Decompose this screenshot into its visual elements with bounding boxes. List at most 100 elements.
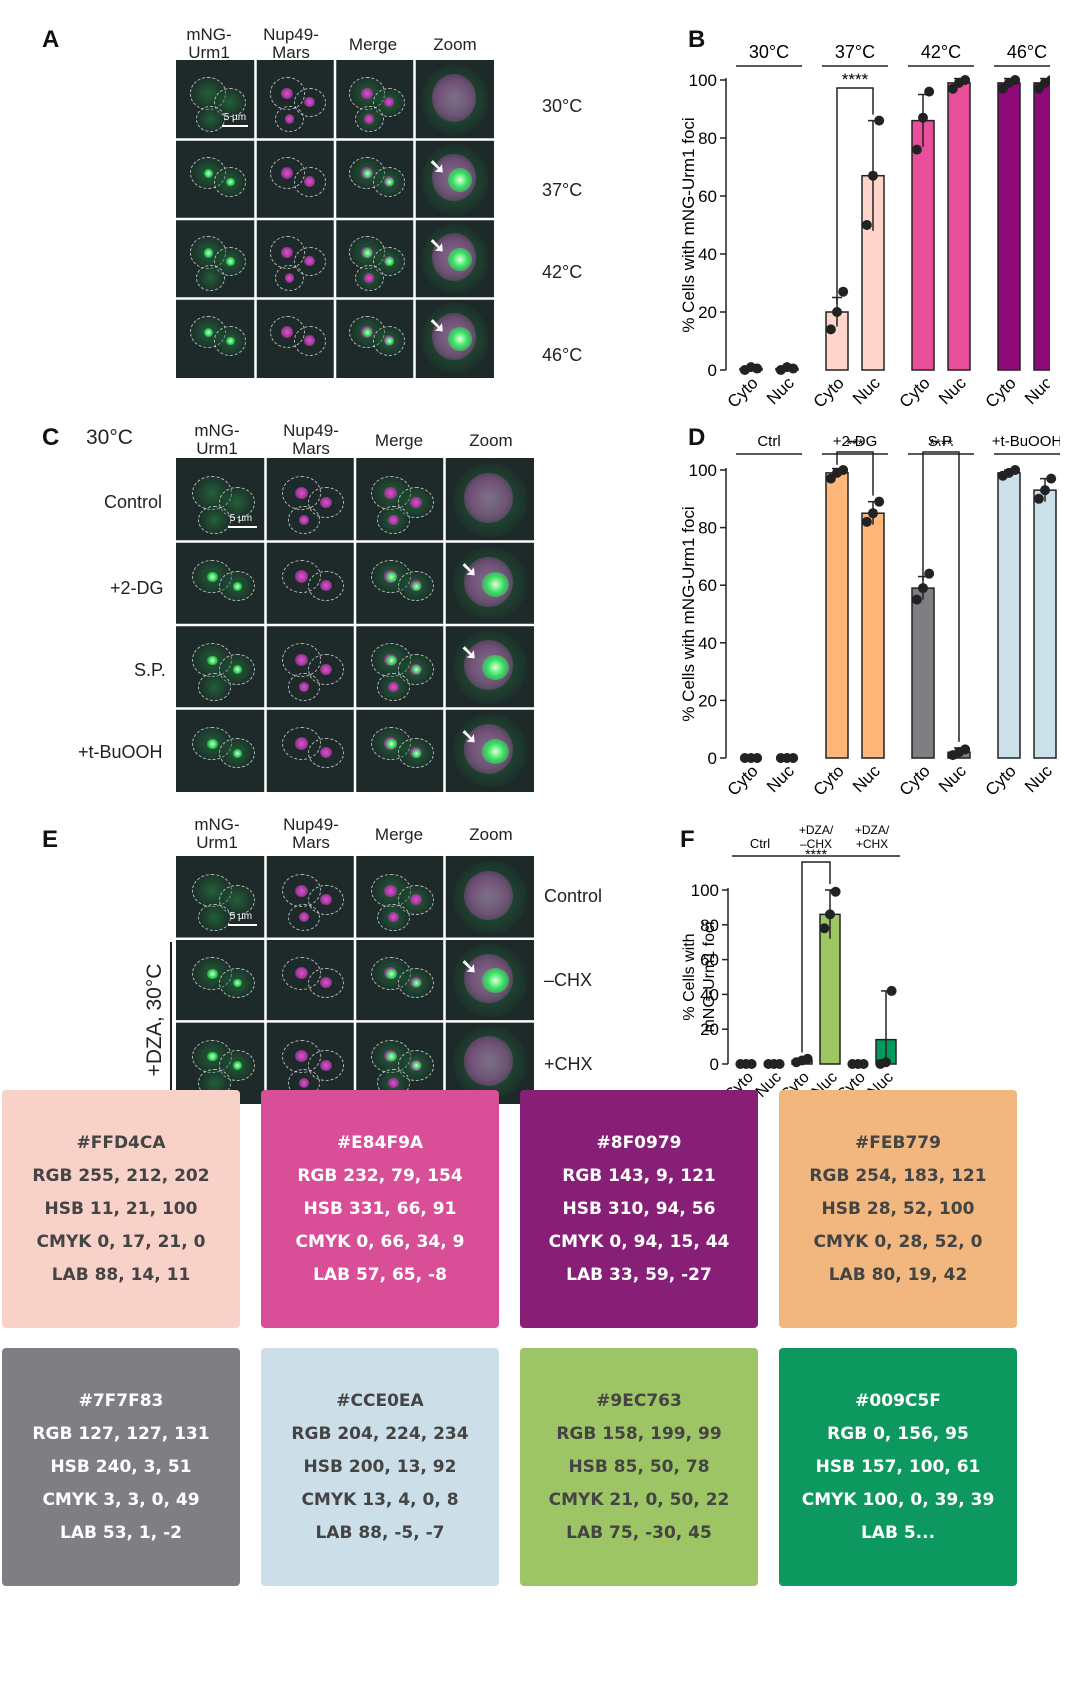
swatch-cmyk: CMYK 21, 0, 50, 22 xyxy=(548,1489,730,1510)
swatch-rgb: RGB 232, 79, 154 xyxy=(297,1165,463,1186)
foci-signal xyxy=(385,177,394,187)
swatch-lab: LAB 88, -5, -7 xyxy=(315,1522,445,1543)
data-point xyxy=(788,363,799,374)
y-tick-label: 0 xyxy=(710,1055,719,1074)
data-point xyxy=(1046,75,1050,85)
data-point xyxy=(802,1053,813,1064)
panel-b-chart: 0 20 40 60 80 100 % Cells with mNG-Urm1 foci 30… xyxy=(680,42,1050,406)
row-label-2dg: +2-DG xyxy=(110,578,164,598)
nucleus-signal xyxy=(409,894,422,906)
row-label-control: Control xyxy=(104,492,163,512)
data-point xyxy=(911,594,922,605)
color-swatch: #CCE0EA RGB 204, 224, 234 HSB 200, 13, 92 C… xyxy=(261,1348,499,1586)
nucleus-signal xyxy=(281,246,294,259)
data-point xyxy=(911,144,922,155)
arrow-icon: ➘ xyxy=(460,725,478,748)
nucleus-signal xyxy=(281,167,294,179)
nucleus-signal xyxy=(304,255,315,267)
swatch-hex: #9EC763 xyxy=(596,1390,682,1411)
category-label: Cyto xyxy=(982,373,1020,406)
data-point xyxy=(918,583,928,594)
foci-signal xyxy=(203,168,213,179)
swatch-rgb: RGB 255, 212, 202 xyxy=(32,1165,210,1186)
bar xyxy=(911,587,935,759)
bar xyxy=(947,82,971,371)
nucleus-signal xyxy=(364,273,374,283)
foci-signal xyxy=(385,336,394,346)
category-label: Cyto xyxy=(896,761,934,799)
foci-signal xyxy=(411,978,422,988)
y-tick-label: 100 xyxy=(689,461,717,480)
cell-outline xyxy=(275,106,305,133)
scale-bar xyxy=(227,526,257,529)
swatch-hsb: HSB 331, 66, 91 xyxy=(303,1198,457,1219)
swatch-cmyk: CMYK 3, 3, 0, 49 xyxy=(42,1489,200,1510)
color-swatch: #FEB779 RGB 254, 183, 121 HSB 28, 52, 100 C… xyxy=(779,1090,1017,1328)
significance-bracket xyxy=(922,451,960,742)
data-point xyxy=(752,753,763,763)
significance-label: **** xyxy=(842,70,869,89)
foci-signal xyxy=(203,248,213,258)
cell-outline xyxy=(287,506,321,534)
y-tick-label: 80 xyxy=(698,519,717,538)
swatch-rgb: RGB 204, 224, 234 xyxy=(291,1423,469,1444)
nucleus-signal xyxy=(320,1059,333,1071)
foci-signal xyxy=(203,327,213,338)
swatch-lab: LAB 75, -30, 45 xyxy=(566,1522,712,1543)
foci-signal xyxy=(232,748,243,758)
row-label-46c: 46°C xyxy=(542,345,583,365)
cell-outline xyxy=(293,246,326,276)
category-label: Cyto xyxy=(724,761,762,799)
nucleus-signal xyxy=(388,1077,399,1088)
col-header-mng: mNG- Urm1 xyxy=(194,421,240,458)
y-tick-label: 80 xyxy=(700,916,719,935)
swatch-lab: LAB 53, 1, -2 xyxy=(60,1522,182,1543)
swatch-hsb: HSB 310, 94, 56 xyxy=(562,1198,716,1219)
panel-a-grid-lines xyxy=(176,60,494,378)
watermark-text: 知乎 @千屈菜 xyxy=(848,1637,1025,1670)
category-label: Nuc xyxy=(935,373,970,406)
cell-outline xyxy=(195,265,225,292)
nucleus-signal xyxy=(298,912,310,923)
nucleus-signal xyxy=(360,87,373,100)
cell-outline xyxy=(287,903,321,932)
col-header-nup49: Nup49- Mars xyxy=(283,421,339,458)
swatch-rgb: RGB 254, 183, 121 xyxy=(809,1165,987,1186)
swatch-hex: #009C5F xyxy=(855,1390,941,1411)
zoom-foci xyxy=(482,571,509,597)
swatch-hex: #FEB779 xyxy=(855,1132,941,1153)
panel-b-label: B xyxy=(688,26,706,53)
swatch-lab: LAB 80, 19, 42 xyxy=(828,1264,968,1285)
category-label: Nuc xyxy=(763,373,798,406)
significance-bracket xyxy=(836,87,874,304)
nucleus-signal xyxy=(384,884,398,897)
swatch-hex: #8F0979 xyxy=(596,1132,682,1153)
data-point xyxy=(838,286,849,297)
col-header-merge: Merge xyxy=(374,431,424,450)
nucleus-signal xyxy=(298,681,310,692)
foci-signal xyxy=(232,665,243,675)
arrow-icon: ➘ xyxy=(428,235,446,258)
col-header-mng: mNG- Urm1 xyxy=(194,815,240,852)
cell-outline xyxy=(308,487,345,518)
group-label: Ctrl xyxy=(750,836,770,851)
bar xyxy=(825,472,849,759)
data-point xyxy=(830,886,841,897)
bar xyxy=(1033,489,1057,759)
zoom-cell xyxy=(422,64,489,136)
watermark-icon xyxy=(812,1643,842,1667)
y-tick-label: 0 xyxy=(708,749,717,768)
cell-outline xyxy=(195,106,225,133)
nucleus-signal xyxy=(281,326,294,338)
foci-signal xyxy=(386,739,397,749)
significance-label: **** xyxy=(805,846,827,862)
data-point xyxy=(788,753,799,763)
panel-a-label: A xyxy=(42,26,60,53)
swatch-rgb: RGB 158, 199, 99 xyxy=(556,1423,722,1444)
y-axis-label: % Cells with mNG-Urm1 foci xyxy=(680,506,698,721)
group-label: S.P. xyxy=(928,433,954,450)
cell-outline xyxy=(308,884,345,916)
data-point xyxy=(1040,485,1050,496)
data-point xyxy=(861,220,872,230)
swatch-cmyk: CMYK 0, 17, 21, 0 xyxy=(36,1231,206,1252)
